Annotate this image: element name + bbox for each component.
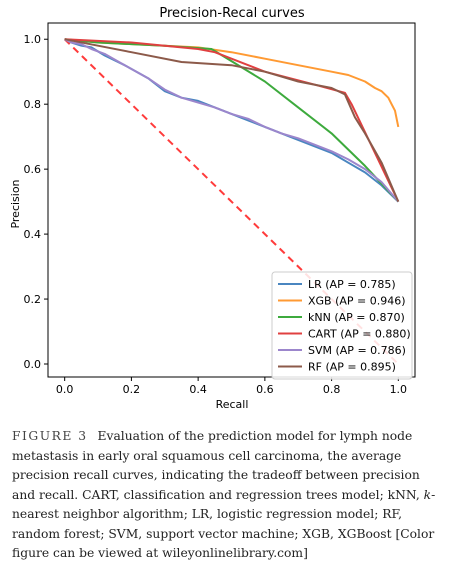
y-tick-label: 0.6 [24, 163, 42, 176]
y-tick-label: 0.2 [24, 293, 42, 306]
series-line-0 [64, 38, 399, 203]
plot-area [47, 22, 416, 378]
legend: LR (AP = 0.785) XGB (AP = 0.946) kNN (AP =… [271, 271, 413, 380]
legend-entry: kNN (AP = 0.870) [308, 311, 405, 324]
legend-entry: CART (AP = 0.880) [308, 328, 411, 341]
x-tick-label: 0.0 [56, 383, 74, 396]
figure-label: FIGURE 3 [12, 429, 88, 443]
x-tick-label: 0.2 [123, 383, 141, 396]
legend-entry: XGB (AP = 0.946) [308, 295, 406, 308]
series-lines [63, 38, 400, 365]
y-tick-label: 0.8 [24, 98, 42, 111]
x-axis-label: Recall [216, 398, 249, 411]
series-line-4 [64, 38, 400, 203]
figure-caption: FIGURE 3 Evaluation of the prediction mod… [12, 427, 444, 564]
x-tick-label: 0.6 [256, 383, 274, 396]
y-tick-label: 1.0 [24, 33, 42, 46]
y-axis-label: Precision [9, 179, 22, 228]
chart-title: Precision-Recal curves [159, 6, 304, 21]
legend-box [271, 271, 413, 380]
x-tick-label: 1.0 [390, 383, 408, 396]
series-line-2 [64, 38, 400, 203]
y-axis-ticks: 0.0 0.2 0.4 0.6 0.8 1.0 [24, 33, 48, 371]
x-tick-label: 0.8 [323, 383, 341, 396]
legend-entry: RF (AP = 0.895) [308, 361, 396, 374]
y-tick-label: 0.4 [24, 228, 42, 241]
caption-text-part1: Evaluation of the prediction model for l… [12, 429, 424, 502]
series-line-5 [64, 38, 400, 202]
series-line-3 [64, 38, 400, 203]
precision-recall-chart: Precision-Recal curves 0.0 0.2 0.4 0.6 0.8 1.… [9, 6, 416, 411]
caption-italic-k: k [423, 487, 432, 502]
caption-text-part2: -nearest neighbor algorithm; LR, logisti… [12, 487, 436, 561]
legend-entry: LR (AP = 0.785) [308, 278, 396, 291]
legend-entry: SVM (AP = 0.786) [308, 344, 406, 357]
x-tick-label: 0.4 [189, 383, 207, 396]
y-tick-label: 0.0 [24, 358, 42, 371]
x-axis-ticks: 0.0 0.2 0.4 0.6 0.8 1.0 [56, 377, 407, 396]
